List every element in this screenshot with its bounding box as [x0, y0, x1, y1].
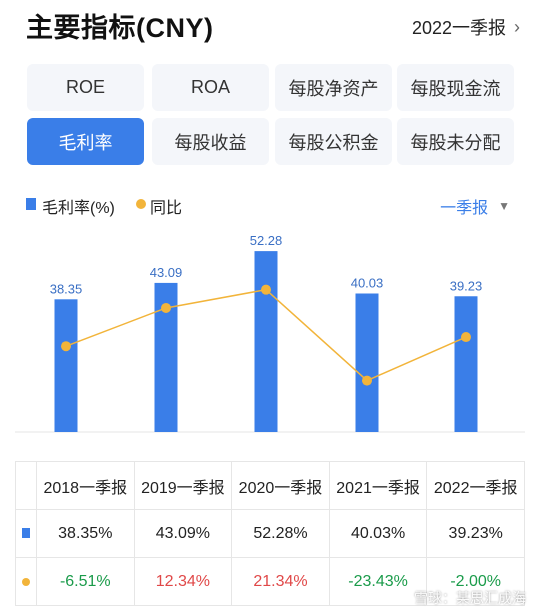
- table-cell: 21.34%: [231, 557, 330, 606]
- line-legend-swatch: [136, 199, 146, 209]
- tab-net-assets-per-share[interactable]: 每股净资产: [275, 64, 392, 111]
- bar-value-label: 39.23: [450, 278, 483, 293]
- table-cell: -2.00%: [426, 557, 525, 606]
- line-series-swatch: [22, 577, 30, 586]
- table-cell: 52.28%: [231, 509, 330, 558]
- table-cell: -6.51%: [36, 557, 135, 606]
- bar-2020一季报: [254, 251, 278, 432]
- period-label: 2022一季报: [411, 18, 506, 38]
- caret-down-icon: ▼: [498, 199, 510, 213]
- header: 主要指标(CNY) 2022一季报 ›: [26, 4, 522, 44]
- tab-undistributed-per-share[interactable]: 每股未分配: [397, 118, 514, 165]
- table-cell: 39.23%: [426, 509, 525, 558]
- period-selector[interactable]: 2022一季报 ›: [412, 14, 520, 40]
- watermark: 雪球：某思汇成海: [414, 590, 526, 606]
- chevron-right-icon: ›: [514, 16, 520, 37]
- yoy-point-2022一季报: [461, 332, 471, 343]
- page-title: 主要指标(CNY): [26, 13, 214, 43]
- bar-legend-label: 毛利率(%): [42, 200, 115, 217]
- bar-value-label: 52.28: [250, 233, 283, 248]
- tab-roe[interactable]: ROE: [27, 64, 144, 111]
- table-row-yoy: -6.51% 12.34% 21.34% -23.43% -2.00%: [15, 557, 525, 606]
- bar-series-swatch: [22, 527, 30, 538]
- report-type-dropdown[interactable]: 一季报 ▼: [440, 194, 510, 218]
- table-cell: 12.34%: [133, 557, 233, 606]
- table-header-cell: 2019一季报: [133, 461, 233, 510]
- line-legend-label: 同比: [150, 200, 183, 217]
- chart-legend: 毛利率(%) 同比 一季报 ▼: [22, 193, 518, 217]
- table-header-cell: 2021一季报: [328, 461, 428, 510]
- report-type-label: 一季报: [440, 200, 489, 217]
- tab-roa[interactable]: ROA: [152, 64, 269, 111]
- bar-legend-swatch: [26, 198, 36, 210]
- bar-value-label: 40.03: [351, 275, 384, 290]
- table-header-row: 2018一季报 2019一季报 2020一季报 2021一季报 2022一季报: [15, 461, 525, 510]
- gross-margin-chart: 38.35 43.09 52.28 40.03 39.23: [15, 233, 525, 433]
- table-header-cell: 2020一季报: [231, 461, 330, 510]
- bar-2021一季报: [355, 293, 379, 432]
- data-table: 2018一季报 2019一季报 2020一季报 2021一季报 2022一季报 …: [15, 461, 525, 606]
- yoy-point-2020一季报: [261, 284, 271, 295]
- table-cell: 43.09%: [133, 509, 233, 558]
- table-header-cell: 2018一季报: [36, 461, 135, 510]
- bar-value-label: 43.09: [150, 265, 183, 280]
- yoy-point-2019一季报: [161, 302, 171, 313]
- table-corner-cell: [15, 461, 37, 510]
- table-row-indicator: [15, 557, 37, 606]
- bar-2018一季报: [54, 299, 78, 432]
- table-row-gross-margin: 38.35% 43.09% 52.28% 40.03% 39.23%: [15, 509, 525, 558]
- bar-2022一季报: [454, 296, 478, 432]
- tab-cashflow-per-share[interactable]: 每股现金流: [397, 64, 514, 111]
- tab-capital-reserve-per-share[interactable]: 每股公积金: [275, 118, 392, 165]
- yoy-point-2021一季报: [362, 375, 372, 386]
- bar-value-label: 38.35: [50, 281, 83, 296]
- tab-gross-margin[interactable]: 毛利率: [27, 118, 144, 165]
- tab-eps[interactable]: 每股收益: [152, 118, 269, 165]
- table-cell: 38.35%: [36, 509, 135, 558]
- table-row-indicator: [15, 509, 37, 558]
- table-cell: -23.43%: [328, 557, 428, 606]
- table-header-cell: 2022一季报: [426, 461, 525, 510]
- yoy-point-2018一季报: [61, 341, 71, 352]
- bar-2019一季报: [154, 282, 178, 432]
- table-cell: 40.03%: [328, 509, 428, 558]
